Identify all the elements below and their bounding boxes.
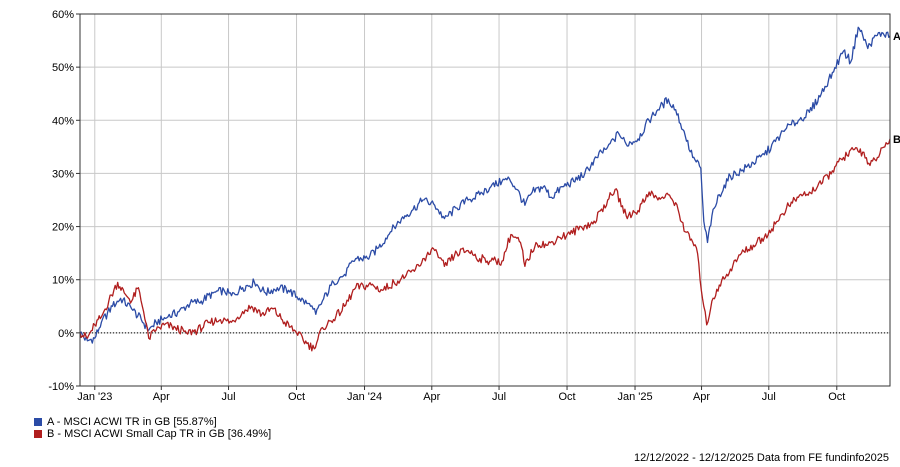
x-tick-label: Jan '25 — [617, 391, 652, 403]
x-tick-label: Jul — [222, 391, 236, 403]
y-tick-label: -10% — [48, 381, 74, 393]
series-line-a — [79, 26, 891, 344]
y-tick-label: 40% — [52, 115, 74, 127]
legend-label-a: A - MSCI ACWI TR in GB [55.87%] — [47, 416, 217, 428]
legend-label-b: B - MSCI ACWI Small Cap TR in GB [36.49%… — [47, 428, 272, 440]
y-tick-label: 50% — [52, 62, 74, 74]
x-tick-label: Oct — [828, 391, 845, 403]
x-tick-label: Apr — [693, 391, 710, 403]
legend-item-a: A - MSCI ACWI TR in GB [55.87%] — [34, 416, 271, 428]
series-line-b — [79, 138, 891, 352]
x-tick-label: Jan '24 — [347, 391, 382, 403]
legend-swatch-a — [34, 418, 42, 426]
legend-swatch-b — [34, 430, 42, 438]
y-tick-label: 30% — [52, 168, 74, 180]
x-tick-label: Apr — [153, 391, 170, 403]
x-tick-label: Oct — [288, 391, 305, 403]
legend: A - MSCI ACWI TR in GB [55.87%] B - MSCI… — [34, 416, 271, 440]
end-labels: AB — [893, 31, 900, 146]
y-axis: -10% 0% 10% 20% 30% 40% 50% 60% — [48, 9, 80, 393]
footer-source-text: 12/12/2022 - 12/12/2025 Data from FE fun… — [633, 452, 889, 464]
x-tick-label: Jul — [762, 391, 776, 403]
x-tick-label: Jan '23 — [77, 391, 112, 403]
x-tick-label: Jul — [492, 391, 506, 403]
series-end-label-b: B — [893, 134, 900, 146]
series-layer — [79, 26, 891, 352]
plot-area-background — [80, 14, 890, 386]
y-tick-label: 20% — [52, 222, 74, 234]
x-tick-label: Oct — [558, 391, 575, 403]
y-tick-label: 60% — [52, 9, 74, 21]
series-end-label-a: A — [893, 31, 900, 43]
y-tick-label: 10% — [52, 275, 74, 287]
y-tick-label: 0% — [58, 328, 74, 340]
legend-item-b: B - MSCI ACWI Small Cap TR in GB [36.49%… — [34, 428, 271, 440]
x-axis: Jan '23 Apr Jul Oct Jan '24 Apr Jul Oct Jan '25 A… — [77, 386, 845, 403]
plot-area-frame — [79, 13, 891, 387]
x-tick-label: Apr — [423, 391, 440, 403]
